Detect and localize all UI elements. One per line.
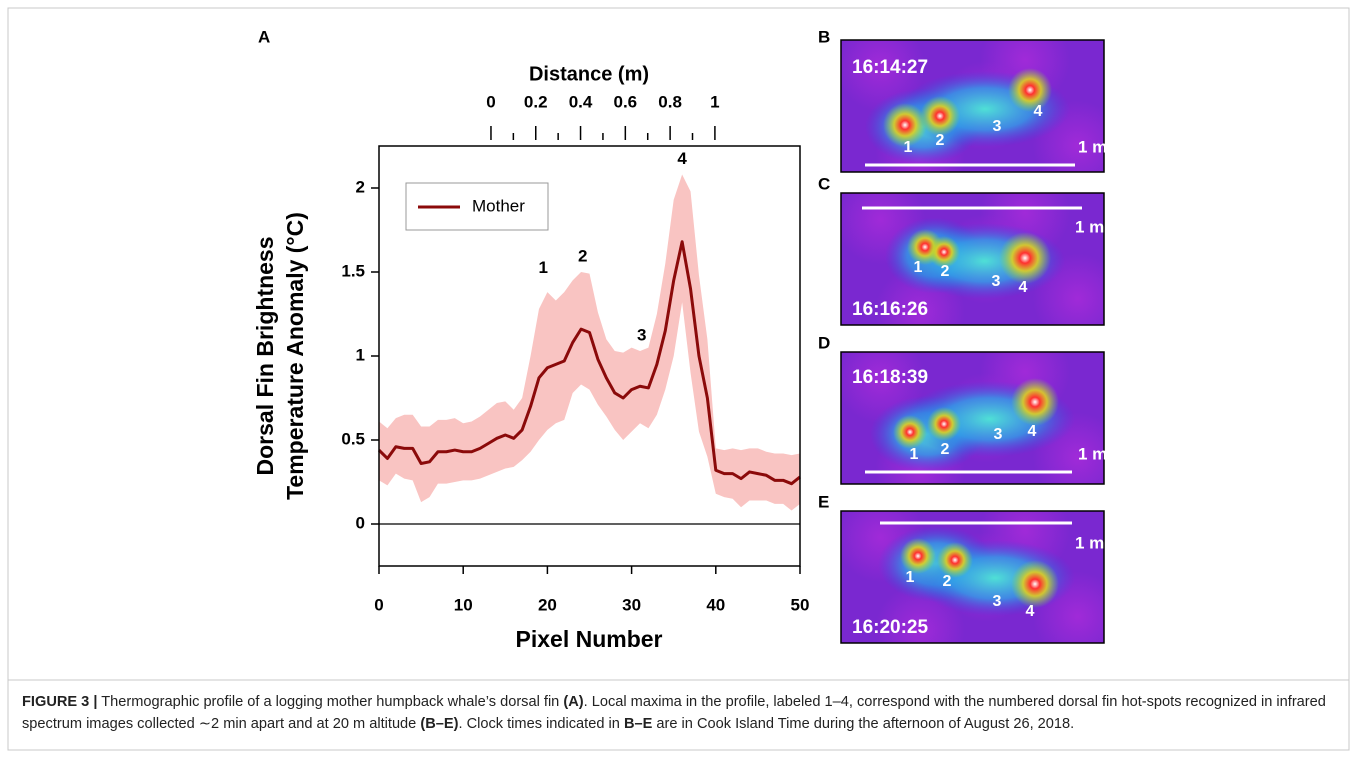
x-tick-label: 40 <box>706 595 725 614</box>
hot-spot-number: 2 <box>941 263 950 280</box>
x-tick-label: 0 <box>374 595 383 614</box>
panel-label: D <box>818 333 830 352</box>
hot-spot-number: 3 <box>994 426 1003 443</box>
scale-label: 1 m <box>1075 217 1104 236</box>
x-tick-label: 20 <box>538 595 557 614</box>
thermal-hot <box>900 538 936 574</box>
thermal-image <box>841 193 1104 325</box>
x2-tick-label: 0.8 <box>658 92 682 111</box>
x-tick-label: 30 <box>622 595 641 614</box>
hot-spot-number: 1 <box>910 446 919 463</box>
x-tick-label: 10 <box>454 595 473 614</box>
hot-spot-number: 4 <box>1034 103 1043 120</box>
clock-time: 16:14:27 <box>852 57 928 78</box>
hot-spot-number: 1 <box>906 569 915 586</box>
y-axis-label: Temperature Anomaly (°C) <box>282 212 308 500</box>
thermal-hot <box>928 236 960 268</box>
thermal-hot <box>999 232 1051 284</box>
thermal-hot <box>1011 560 1059 608</box>
scale-label: 1 m <box>1078 444 1107 463</box>
x-tick-label: 50 <box>791 595 810 614</box>
clock-time: 16:20:25 <box>852 617 928 638</box>
hot-spot-number: 4 <box>1019 279 1028 296</box>
x2-axis-label: Distance (m) <box>529 63 649 85</box>
hot-spot-number: 1 <box>904 139 913 156</box>
y-tick-label: 0 <box>356 513 365 532</box>
clock-time: 16:18:39 <box>852 367 928 388</box>
hot-spot-number: 1 <box>914 259 923 276</box>
x2-tick-label: 0 <box>486 92 495 111</box>
peak-label: 1 <box>538 258 547 277</box>
x2-tick-label: 1 <box>710 92 719 111</box>
confidence-band <box>379 174 800 511</box>
thermal-image <box>841 40 1104 172</box>
panel-border <box>840 510 1105 644</box>
caption-text: . Local maxima in the profile, labeled 1… <box>22 694 1326 732</box>
caption-text: are in Cook Island Time during the after… <box>652 716 1075 732</box>
panel-border <box>840 39 1105 173</box>
hot-spot-number: 3 <box>993 593 1002 610</box>
hot-spot-number: 2 <box>943 573 952 590</box>
panel-label: A <box>258 27 270 46</box>
hot-spot-number: 3 <box>993 118 1002 135</box>
thermal-hot <box>920 96 960 136</box>
x2-tick-label: 0.2 <box>524 92 548 111</box>
y-tick-label: 2 <box>356 177 365 196</box>
x2-tick-label: 0.4 <box>569 92 593 111</box>
thermal-hot <box>1011 378 1059 426</box>
x-axis-label: Pixel Number <box>516 626 663 652</box>
caption: FIGURE 3 | Thermographic profile of a lo… <box>22 691 1332 735</box>
thermal-hot <box>883 103 927 147</box>
thermal-image <box>841 511 1104 643</box>
thermal-hot <box>937 542 973 578</box>
hot-spot-number: 2 <box>936 132 945 149</box>
x2-tick-label: 0.6 <box>614 92 638 111</box>
data-line <box>377 240 801 486</box>
y-tick-label: 0.5 <box>341 429 365 448</box>
thermal-hot <box>893 415 927 449</box>
scale-label: 1 m <box>1078 137 1107 156</box>
caption-text: . Clock times indicated in <box>458 716 624 732</box>
peak-label: 3 <box>637 325 646 344</box>
figure-border <box>7 7 1350 751</box>
hot-spot-number: 4 <box>1028 423 1037 440</box>
panel-border <box>840 351 1105 485</box>
caption-bold: (A) <box>563 694 584 710</box>
legend-box <box>405 182 549 231</box>
y-tick-label: 1.5 <box>341 261 365 280</box>
clock-time: 16:16:26 <box>852 299 928 320</box>
hot-spot-number: 2 <box>941 441 950 458</box>
hot-spot-number: 3 <box>992 273 1001 290</box>
hot-spot-number: 4 <box>1026 603 1035 620</box>
caption-bold: B–E <box>623 716 653 732</box>
peak-label: 2 <box>578 246 587 265</box>
panel-label: E <box>818 492 829 511</box>
caption-text: Thermographic profile of a logging mothe… <box>97 694 564 710</box>
legend-label: Mother <box>472 196 525 215</box>
peak-label: 4 <box>677 149 687 168</box>
caption-bold: (B–E) <box>420 716 459 732</box>
thermal-hot <box>927 407 961 441</box>
y-axis-label: Dorsal Fin Brightness <box>252 237 278 476</box>
caption-bold: FIGURE 3 | <box>22 694 98 710</box>
panel-label: B <box>818 27 830 46</box>
y-tick-label: 1 <box>356 345 365 364</box>
thermal-hot <box>1008 68 1052 112</box>
thermal-image <box>841 352 1104 484</box>
panel-border <box>840 192 1105 326</box>
scale-label: 1 m <box>1075 533 1104 552</box>
panel-label: C <box>818 174 830 193</box>
